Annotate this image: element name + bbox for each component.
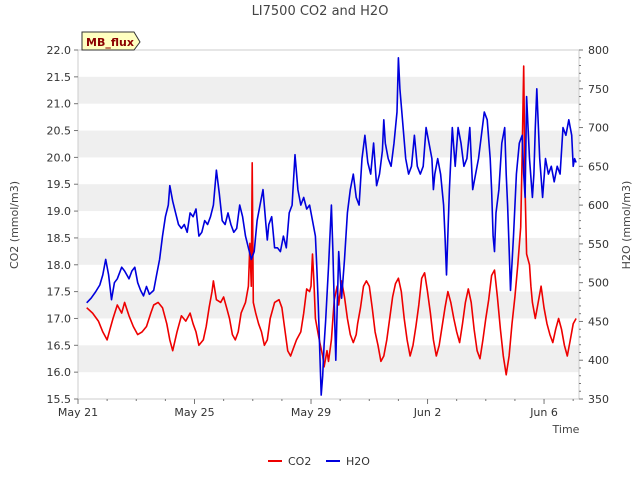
- right-tick-label: 800: [588, 44, 609, 57]
- x-axis: May 21 May 25 May 29 Jun 2 Jun 6: [58, 399, 574, 419]
- right-tick-label: 550: [588, 238, 609, 251]
- x-tick-label: May 29: [291, 406, 331, 419]
- right-tick-label: 700: [588, 122, 609, 135]
- series-line-co2: [86, 65, 577, 376]
- x-tick-label: May 25: [174, 406, 214, 419]
- legend-h2o-label: H2O: [346, 455, 370, 468]
- right-axis: 350 400 450 500 550 600 650 700 750 800: [579, 44, 609, 406]
- left-tick-label: 19.0: [47, 205, 72, 218]
- x-tick-label: May 21: [58, 406, 98, 419]
- right-tick-label: 750: [588, 83, 609, 96]
- right-axis-label: H2O (mmol/m3): [620, 181, 633, 270]
- grid-band: [78, 76, 579, 104]
- left-tick-label: 19.5: [47, 178, 72, 191]
- right-tick-label: 500: [588, 277, 609, 290]
- x-axis-label: Time: [552, 423, 580, 436]
- left-tick-label: 16.5: [47, 339, 72, 352]
- x-tick-label: Jun 6: [529, 406, 558, 419]
- left-axis-label: CO2 (mmol/m3): [8, 181, 21, 269]
- mb-flux-badge: MB_flux: [81, 31, 141, 51]
- left-tick-label: 17.0: [47, 312, 72, 325]
- series-line-h2o: [86, 57, 577, 396]
- legend: CO2 H2O: [268, 455, 370, 468]
- left-tick-label: 18.5: [47, 232, 72, 245]
- grid-band: [78, 291, 579, 319]
- left-tick-label: 20.0: [47, 151, 72, 164]
- grid-band: [78, 184, 579, 212]
- badge-label: MB_flux: [86, 36, 134, 49]
- right-tick-label: 400: [588, 354, 609, 367]
- chart-title: LI7500 CO2 and H2O: [252, 4, 389, 19]
- x-tick-label: Jun 2: [413, 406, 442, 419]
- left-tick-label: 17.5: [47, 286, 72, 299]
- left-tick-label: 15.5: [47, 393, 72, 406]
- left-tick-label: 21.0: [47, 98, 72, 111]
- right-tick-label: 600: [588, 199, 609, 212]
- series-layer: [86, 57, 577, 396]
- plot-frame: [77, 49, 580, 400]
- left-tick-label: 21.5: [47, 71, 72, 84]
- left-axis: 15.5 16.0 16.5 17.0 17.5 18.0 18.5 19.0 19.5 20.0…: [47, 44, 78, 406]
- left-tick-label: 16.0: [47, 366, 72, 379]
- legend-co2-label: CO2: [288, 455, 311, 468]
- right-tick-label: 350: [588, 393, 609, 406]
- left-tick-label: 20.5: [47, 125, 72, 138]
- grid-band: [78, 130, 579, 158]
- grid-bands: [78, 76, 579, 373]
- right-tick-label: 450: [588, 315, 609, 328]
- right-tick-label: 650: [588, 160, 609, 173]
- left-tick-label: 22.0: [47, 44, 72, 57]
- left-tick-label: 18.0: [47, 259, 72, 272]
